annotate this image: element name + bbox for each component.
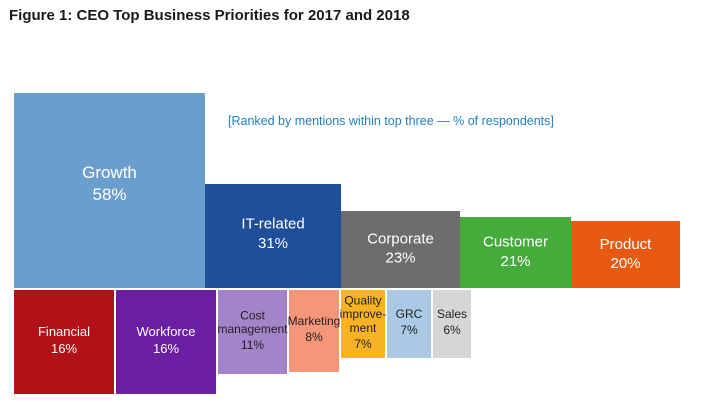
treemap-label-growth: Growth bbox=[82, 163, 137, 182]
treemap-value-quality-improvement: 7% bbox=[354, 337, 372, 351]
treemap-label-customer: Customer bbox=[483, 234, 548, 251]
treemap-value-cost-management: 11% bbox=[241, 338, 264, 352]
treemap-block-growth: Growth 58% bbox=[14, 93, 205, 288]
treemap-block-marketing: Marketing 8% bbox=[288, 290, 341, 372]
treemap-rect-marketing bbox=[289, 290, 339, 372]
figure-title: Figure 1: CEO Top Business Priorities fo… bbox=[9, 7, 410, 24]
treemap-rect-financial bbox=[14, 290, 114, 394]
treemap-label-quality-improvement: ment bbox=[350, 321, 377, 335]
treemap-value-product: 20% bbox=[610, 255, 640, 272]
treemap-label-quality-improvement: improve- bbox=[340, 307, 387, 321]
treemap-value-marketing: 8% bbox=[305, 330, 323, 344]
treemap-value-financial: 16% bbox=[51, 341, 77, 356]
treemap-block-customer: Customer 21% bbox=[460, 217, 571, 288]
treemap-label-sales: Sales bbox=[437, 307, 467, 321]
treemap-block-sales: Sales 6% bbox=[433, 290, 471, 358]
treemap-label-financial: Financial bbox=[38, 324, 90, 339]
treemap-rect-workforce bbox=[116, 290, 216, 394]
treemap-label-grc: GRC bbox=[396, 307, 423, 321]
treemap-value-grc: 7% bbox=[400, 323, 418, 337]
treemap-value-corporate: 23% bbox=[385, 250, 415, 267]
treemap-label-corporate: Corporate bbox=[367, 230, 434, 247]
treemap-value-workforce: 16% bbox=[153, 341, 179, 356]
treemap-block-it-related: IT-related 31% bbox=[205, 184, 341, 288]
treemap-label-marketing: Marketing bbox=[288, 314, 341, 328]
treemap-rect-cost-management bbox=[218, 290, 287, 374]
treemap-block-product: Product 20% bbox=[571, 221, 680, 288]
treemap-rect-customer bbox=[460, 217, 571, 288]
treemap-rect-corporate bbox=[341, 211, 460, 288]
treemap-label-workforce: Workforce bbox=[137, 324, 196, 339]
treemap-value-it-related: 31% bbox=[258, 235, 288, 252]
treemap-label-cost-management: management bbox=[217, 322, 288, 336]
treemap-value-growth: 58% bbox=[92, 185, 126, 204]
treemap-rect-grc bbox=[387, 290, 431, 358]
treemap-rect-sales bbox=[433, 290, 471, 358]
treemap-label-product: Product bbox=[600, 236, 653, 253]
treemap-block-workforce: Workforce 16% bbox=[116, 290, 216, 394]
treemap-block-financial: Financial 16% bbox=[14, 290, 114, 394]
treemap-rect-growth bbox=[14, 93, 205, 288]
treemap-block-corporate: Corporate 23% bbox=[341, 211, 460, 288]
treemap-label-quality-improvement: Quality bbox=[344, 293, 381, 307]
treemap-rect-it-related bbox=[205, 184, 341, 288]
treemap-value-sales: 6% bbox=[443, 323, 461, 337]
treemap-rect-product bbox=[571, 221, 680, 288]
treemap-label-it-related: IT-related bbox=[241, 216, 304, 233]
treemap-rect-quality-improvement bbox=[341, 290, 385, 358]
chart-subtitle: [Ranked by mentions within top three — %… bbox=[228, 114, 554, 128]
treemap-block-grc: GRC 7% bbox=[387, 290, 431, 358]
treemap-value-customer: 21% bbox=[500, 253, 530, 270]
treemap-label-cost-management: Cost bbox=[240, 308, 265, 322]
